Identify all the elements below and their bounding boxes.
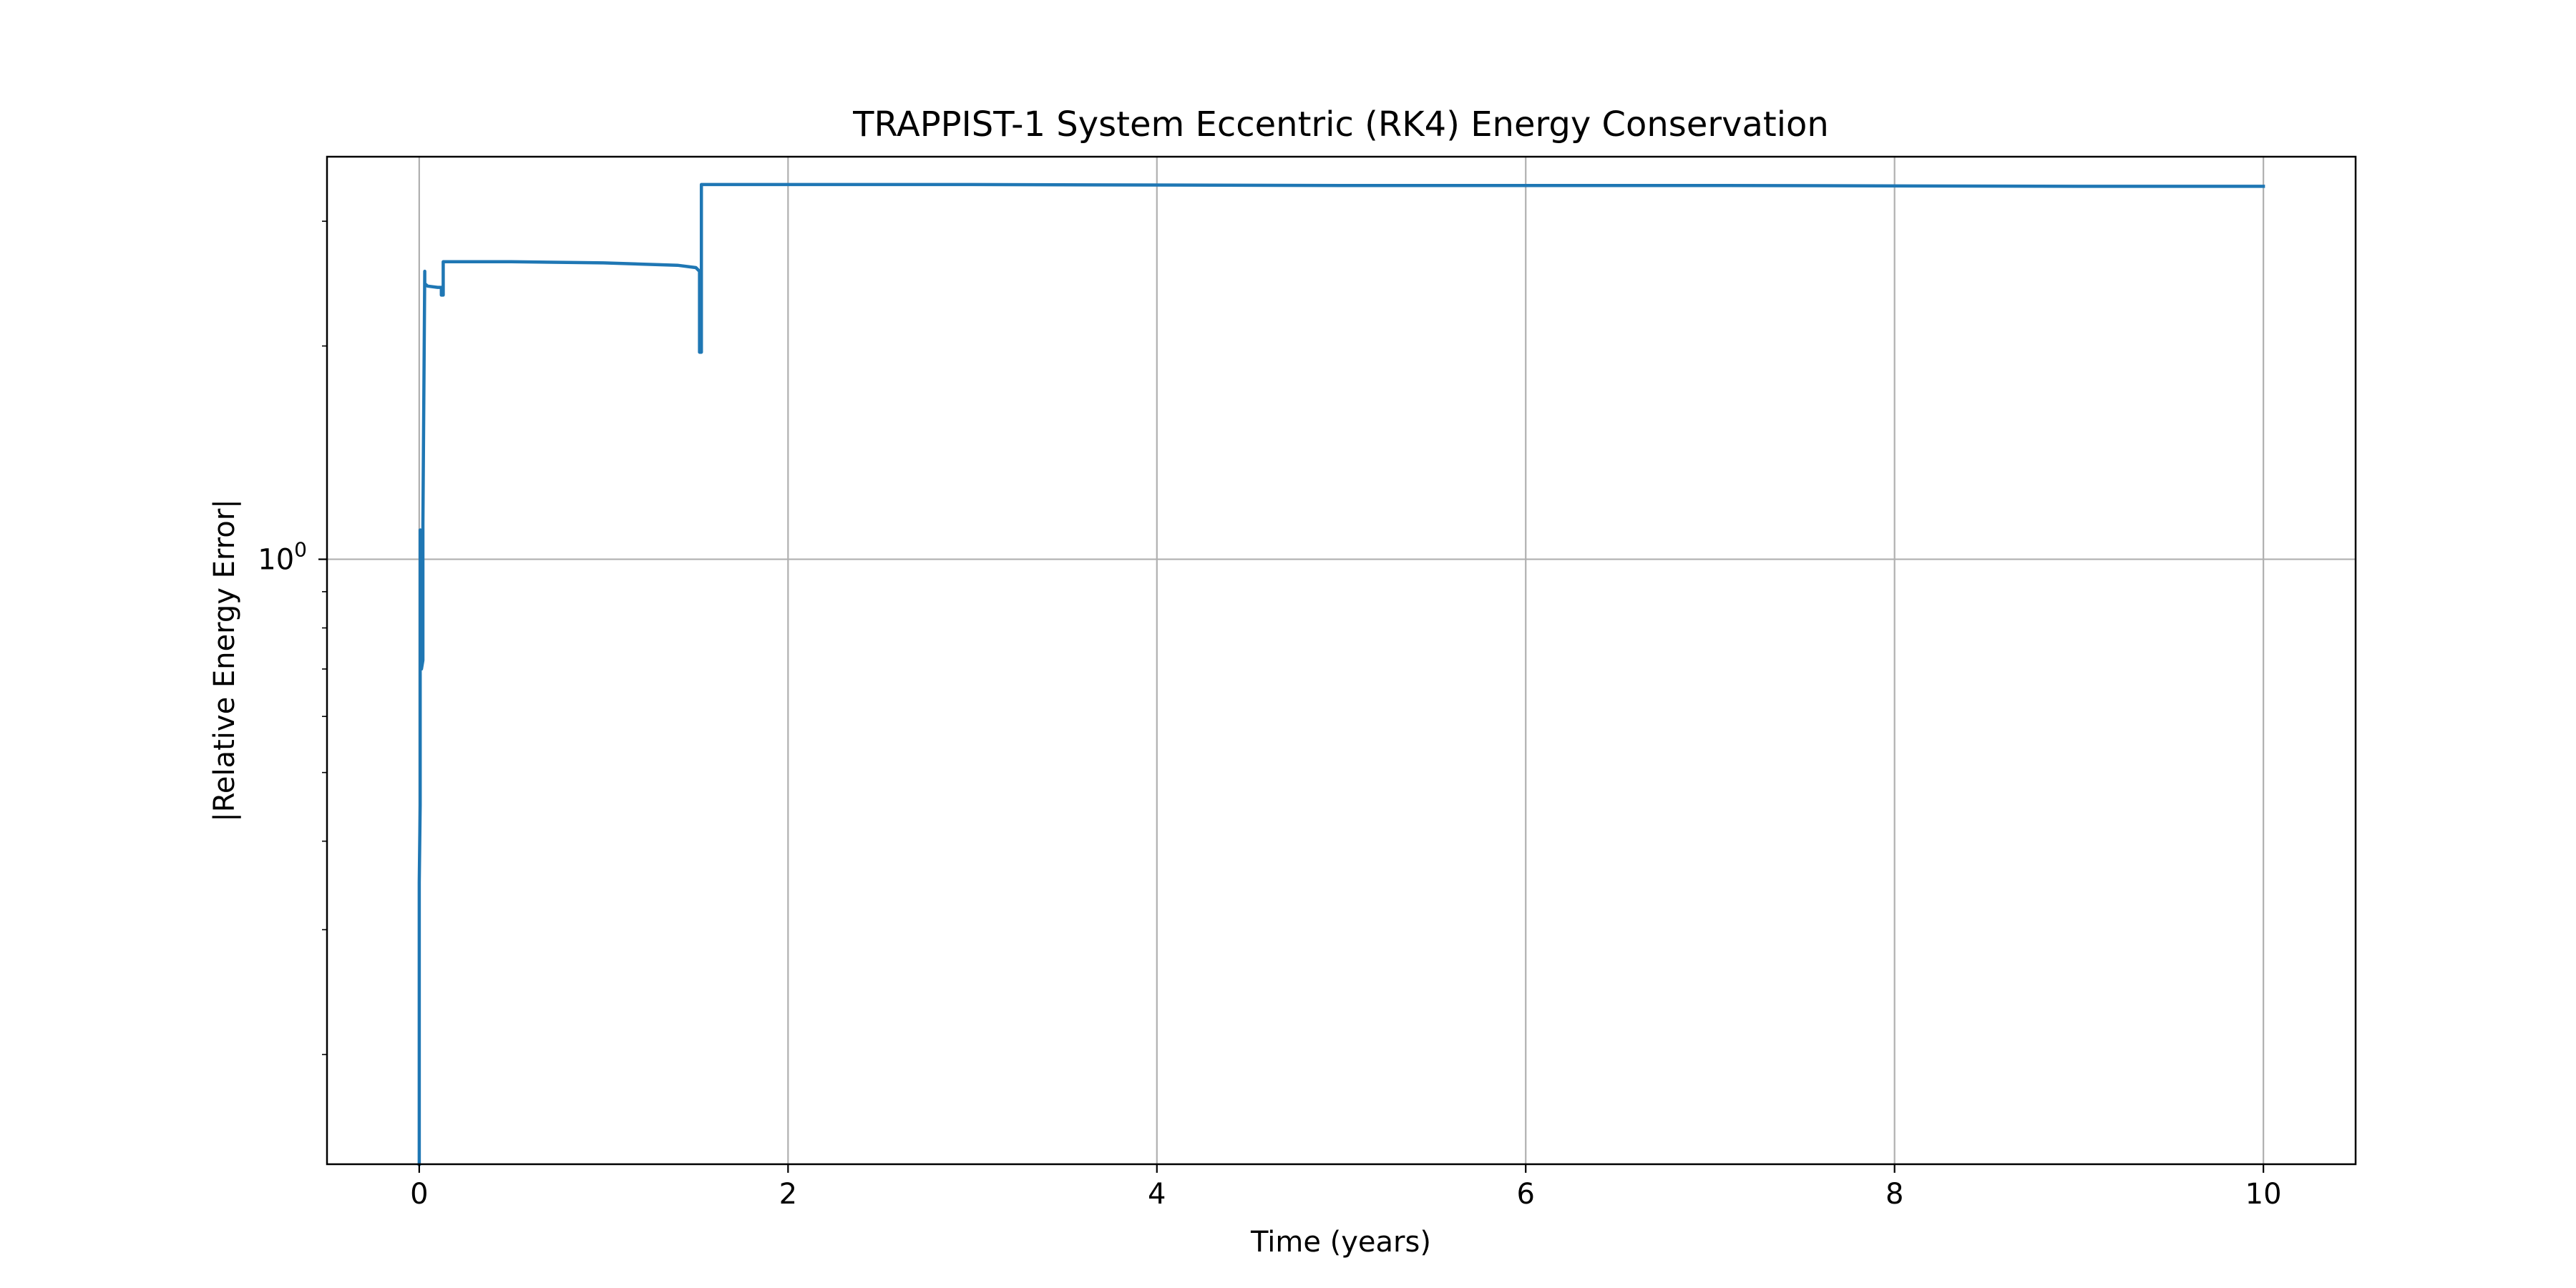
y-axis-label: |Relative Energy Error| [208, 499, 241, 821]
x-tick-label: 0 [410, 1178, 428, 1211]
x-tick-label: 4 [1148, 1178, 1166, 1211]
chart-title: TRAPPIST-1 System Eccentric (RK4) Energy… [852, 104, 1829, 145]
x-tick-label: 8 [1885, 1178, 1903, 1211]
x-tick-label: 10 [2245, 1178, 2282, 1211]
x-tick-label: 6 [1517, 1178, 1535, 1211]
x-axis-label: Time (years) [1250, 1226, 1431, 1259]
x-tick-label: 2 [779, 1178, 797, 1211]
